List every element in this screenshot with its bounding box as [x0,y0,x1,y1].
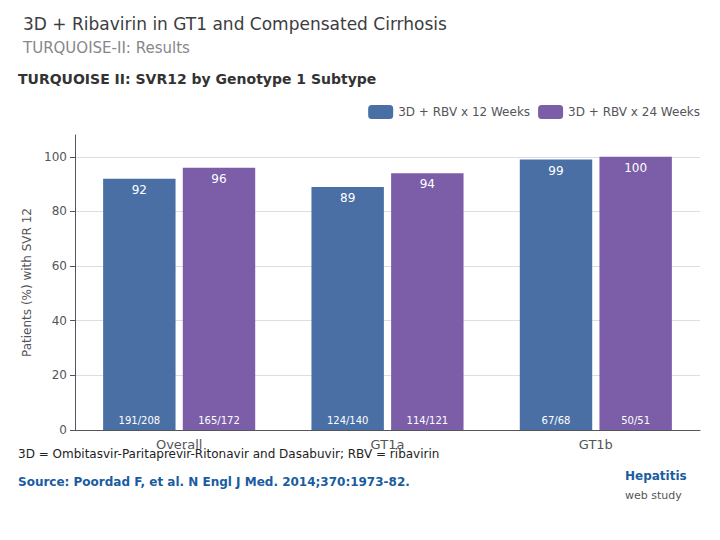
svg-text:Hepatitis: Hepatitis [625,469,687,483]
svg-text:GT1b: GT1b [579,437,613,452]
svg-text:67/68: 67/68 [542,415,571,426]
svg-text:GT1a: GT1a [371,437,405,452]
svg-text:114/121: 114/121 [407,415,449,426]
svg-text:3D + Ribavirin in GT1 and Comp: 3D + Ribavirin in GT1 and Compensated Ci… [23,14,447,34]
svg-text:3D = Ombitasvir-Paritaprevir-R: 3D = Ombitasvir-Paritaprevir-Ritonavir a… [18,447,440,461]
svg-text:80: 80 [52,204,67,218]
svg-text:89: 89 [340,191,355,205]
svg-text:100: 100 [624,161,647,175]
svg-text:60: 60 [52,259,67,273]
svg-text:3D + RBV x 12 Weeks: 3D + RBV x 12 Weeks [398,105,530,119]
svg-text:20: 20 [52,368,67,382]
svg-text:Overall: Overall [156,437,202,452]
svg-text:50/51: 50/51 [621,415,650,426]
svg-text:165/172: 165/172 [198,415,240,426]
svg-text:3D + RBV x 24 Weeks: 3D + RBV x 24 Weeks [568,105,700,119]
svg-text:100: 100 [44,150,67,164]
svg-text:web study: web study [625,489,682,502]
svg-text:191/208: 191/208 [119,415,161,426]
svg-text:Source: Poordad F, et al. N En: Source: Poordad F, et al. N Engl J Med. … [18,475,410,489]
svg-text:124/140: 124/140 [327,415,369,426]
svg-text:TURQUOISE II: SVR12 by Genotyp: TURQUOISE II: SVR12 by Genotype 1 Subtyp… [18,71,376,87]
svg-text:96: 96 [211,172,226,186]
svg-text:92: 92 [132,183,147,197]
svg-text:Patients (%) with SVR 12: Patients (%) with SVR 12 [20,208,34,357]
svg-text:99: 99 [548,164,563,178]
svg-text:0: 0 [59,423,67,437]
svg-text:TURQUOISE-II: Results: TURQUOISE-II: Results [22,39,190,57]
svg-text:40: 40 [52,314,67,328]
svg-text:94: 94 [420,177,435,191]
